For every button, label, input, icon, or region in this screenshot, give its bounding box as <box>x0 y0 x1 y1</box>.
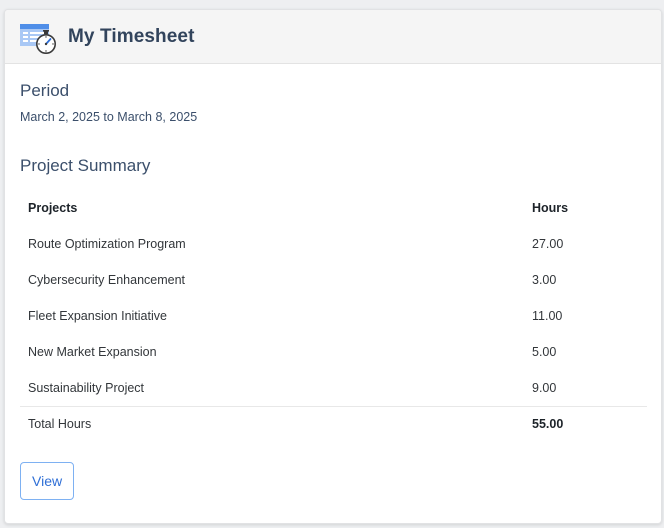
table-row: Fleet Expansion Initiative 11.00 <box>20 298 647 334</box>
project-name: Route Optimization Program <box>28 237 186 251</box>
project-hours: 11.00 <box>532 309 563 323</box>
card-header: My Timesheet <box>5 10 661 64</box>
project-name: New Market Expansion <box>28 345 157 359</box>
project-hours: 9.00 <box>532 380 557 395</box>
table-row: Sustainability Project 9.00 <box>20 370 647 406</box>
project-hours: 3.00 <box>532 273 557 287</box>
card-title: My Timesheet <box>68 25 195 47</box>
project-name: Cybersecurity Enhancement <box>28 273 186 287</box>
column-header-hours: Hours <box>532 201 569 215</box>
card-body: Period March 2, 2025 to March 8, 2025 Pr… <box>5 64 661 500</box>
table-row: Route Optimization Program 27.00 <box>20 226 647 262</box>
table-row: Cybersecurity Enhancement 3.00 <box>20 262 647 298</box>
period-range: March 2, 2025 to March 8, 2025 <box>20 110 198 124</box>
period-heading: Period <box>20 81 70 100</box>
table-row: New Market Expansion 5.00 <box>20 334 647 370</box>
total-label: Total Hours <box>20 405 524 442</box>
total-hours-value: 55.00 <box>524 405 647 442</box>
view-button[interactable]: View <box>20 462 75 500</box>
project-hours: 27.00 <box>532 237 564 251</box>
column-header-projects: Projects <box>28 201 78 215</box>
project-hours: 5.00 <box>532 345 557 359</box>
timesheet-stopwatch-icon <box>19 21 57 55</box>
table-header-row: Projects Hours <box>20 190 647 226</box>
timesheet-card: My Timesheet Period March 2, 2025 to Mar… <box>4 9 662 524</box>
project-summary-heading: Project Summary <box>20 156 151 175</box>
project-summary-table: Projects Hours Route Optimization Progra… <box>20 190 647 442</box>
project-name: Fleet Expansion Initiative <box>28 309 167 323</box>
project-name: Sustainability Project <box>28 380 145 395</box>
total-row: Total Hours 55.00 <box>20 405 647 442</box>
